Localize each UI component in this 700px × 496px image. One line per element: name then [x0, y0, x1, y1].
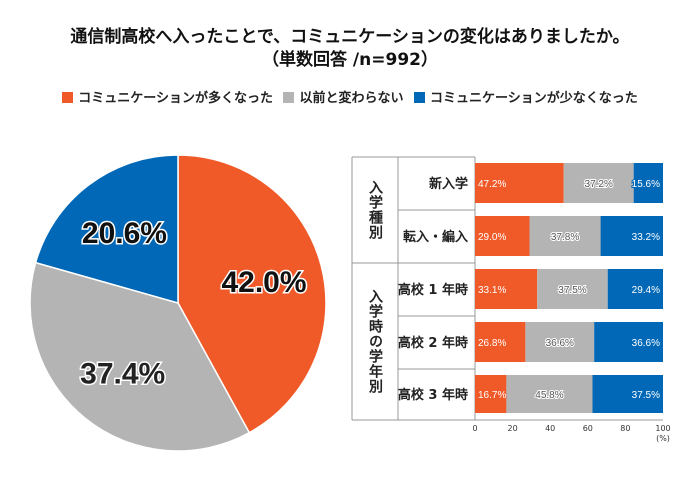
group-label: 入学時の学年別: [367, 289, 383, 394]
data-label: 16.7%: [478, 390, 506, 401]
bar-segment: [607, 269, 663, 309]
legend-label: 以前と変わらない: [299, 91, 404, 106]
x-tick-label: 40: [545, 424, 555, 433]
data-label: 47.2%: [478, 179, 506, 190]
data-label: 37.8%: [551, 232, 579, 243]
bar-segment: [506, 375, 593, 413]
data-label: 37.2%: [585, 179, 613, 190]
legend-item-more: コミュニケーションが多くなった: [62, 87, 273, 106]
bar-segment: [529, 216, 601, 256]
x-tick-label: 20: [508, 424, 518, 433]
bar-segment: [537, 269, 608, 309]
bar-segment: [633, 163, 663, 203]
legend-swatch: [283, 92, 295, 103]
data-label: 36.6%: [546, 338, 574, 349]
bar-segment: [475, 375, 507, 413]
category-label: 新入学: [429, 176, 468, 192]
category-label: 高校 1 年時: [398, 282, 468, 298]
legend-item-less: コミュニケーションが少なくなった: [414, 87, 638, 106]
pie-label: 37.4%: [80, 357, 165, 390]
category-label: 高校 2 年時: [398, 335, 468, 351]
pie-label: 42.0%: [221, 266, 306, 299]
x-tick-label: 0: [472, 424, 477, 433]
bar-segment: [475, 216, 530, 256]
category-label: 高校 3 年時: [398, 387, 468, 403]
legend-label: コミュニケーションが少なくなった: [430, 91, 638, 106]
bar-segment: [475, 163, 564, 203]
bar-segment: [475, 322, 526, 362]
bar-segment: [525, 322, 595, 362]
x-tick-label: 80: [620, 424, 630, 433]
data-label: 33.1%: [478, 285, 506, 296]
x-unit-label: (%): [656, 434, 670, 443]
bar-segment: [600, 216, 663, 256]
data-label: 26.8%: [478, 338, 506, 349]
bar-segment: [594, 322, 663, 362]
data-label: 29.0%: [478, 232, 506, 243]
data-label: 29.4%: [632, 285, 660, 296]
pie-label: 20.6%: [82, 217, 167, 250]
group-cell-admission-grade: 入学時の学年別: [352, 263, 398, 420]
category-label: 転入・編入: [403, 229, 468, 245]
pie-slice: [34, 154, 179, 304]
legend-swatch: [62, 92, 74, 103]
legend-label: コミュニケーションが多くなった: [78, 91, 273, 106]
pie-slice: [177, 154, 327, 434]
x-tick-label: 60: [583, 424, 593, 433]
group-label: 入学種別: [367, 180, 383, 240]
chart-title: 通信制高校へ入ったことで、コミュニケーションの変化はありましたか。: [70, 27, 630, 47]
data-label: 15.6%: [632, 179, 660, 190]
legend-swatch: [414, 92, 426, 103]
data-label: 45.8%: [535, 390, 563, 401]
data-label: 36.6%: [632, 338, 660, 349]
data-label: 37.5%: [632, 390, 660, 401]
bar-segment: [563, 163, 634, 203]
data-label: 37.5%: [558, 285, 586, 296]
pie-slice: [29, 261, 251, 452]
legend-item-same: 以前と変わらない: [283, 87, 404, 106]
group-cell-admission-type: 入学種別: [352, 157, 398, 263]
x-tick-label: 100: [655, 424, 670, 433]
chart-subtitle: （単数回答 /n=992）: [262, 50, 438, 70]
bar-segment: [475, 269, 538, 309]
bar-segment: [592, 375, 663, 413]
data-label: 33.2%: [632, 232, 660, 243]
legend: コミュニケーションが多くなった 以前と変わらない コミュニケーションが少なくなっ…: [0, 87, 700, 106]
